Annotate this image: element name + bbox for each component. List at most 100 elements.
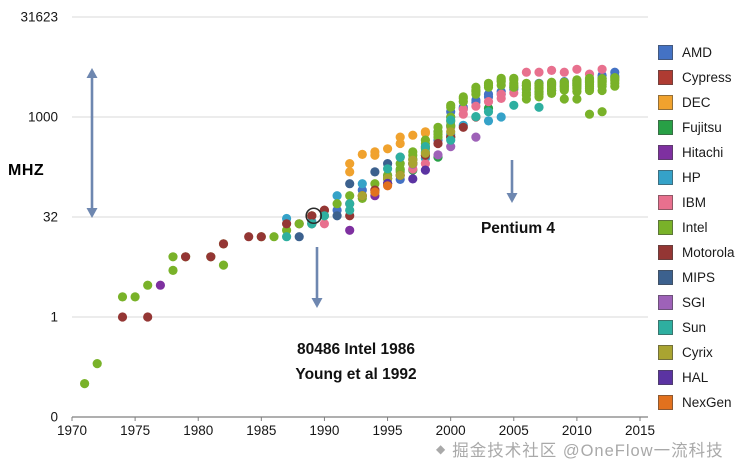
data-point — [345, 205, 355, 215]
data-point — [155, 280, 165, 290]
data-point — [584, 73, 595, 83]
data-point — [420, 127, 430, 137]
data-point — [143, 312, 153, 322]
data-point — [559, 67, 569, 77]
data-point — [206, 252, 216, 262]
data-point — [282, 232, 292, 242]
x-tick-label: 1995 — [373, 423, 403, 438]
legend-swatch — [658, 369, 673, 385]
i486-down-arrow — [311, 247, 323, 308]
legend-label: NexGen — [682, 394, 732, 410]
legend-label: Cypress — [682, 69, 732, 85]
annotation-80486-line2: Young et al 1992 — [295, 366, 417, 383]
y-tick-label: 1000 — [28, 109, 58, 124]
data-point — [471, 101, 481, 111]
x-tick-label: 2005 — [499, 423, 529, 438]
data-point — [218, 239, 229, 249]
data-point — [446, 115, 456, 125]
data-point — [458, 122, 468, 132]
data-point — [168, 265, 178, 275]
data-point — [357, 191, 367, 201]
data-point — [370, 187, 380, 197]
legend-swatch — [658, 144, 673, 160]
x-tick-label: 1975 — [120, 423, 150, 438]
data-point — [458, 92, 468, 102]
legend-item-amd: AMD — [658, 44, 735, 60]
legend-label: AMD — [682, 44, 712, 60]
data-point — [496, 73, 506, 83]
annotation-80486-line1: 80486 Intel 1986 — [296, 341, 416, 358]
data-point — [332, 199, 342, 209]
data-point — [483, 89, 494, 99]
data-point — [345, 199, 355, 209]
data-point — [143, 280, 153, 290]
legend-item-cyrix: Cyrix — [658, 344, 735, 360]
data-point — [357, 179, 367, 189]
legend-swatch — [658, 169, 673, 185]
legend-swatch — [658, 219, 673, 235]
data-point — [319, 219, 329, 229]
data-point — [408, 155, 418, 165]
legend-swatch — [658, 244, 673, 260]
data-points — [80, 64, 620, 389]
legend-label: Sun — [682, 319, 707, 335]
data-point — [534, 102, 544, 112]
data-point — [92, 359, 102, 369]
data-point — [294, 232, 304, 242]
data-point — [597, 74, 607, 84]
data-point — [420, 135, 430, 145]
legend-item-ibm: IBM — [658, 194, 735, 210]
x-tick-label: 1970 — [57, 423, 87, 438]
x-tick-label: 1980 — [183, 423, 213, 438]
legend-label: MIPS — [682, 269, 716, 285]
data-point — [521, 78, 532, 88]
y-tick-label: 0 — [50, 410, 58, 425]
y-tick-label: 31623 — [20, 10, 58, 25]
data-point — [294, 219, 304, 229]
data-point — [420, 148, 430, 158]
data-point — [509, 73, 519, 83]
data-point — [408, 174, 418, 184]
data-point — [521, 67, 532, 77]
data-point — [597, 64, 607, 74]
legend: AMD Cypress DEC Fujitsu Hitachi HP IBM Intel Mot… — [658, 44, 735, 410]
watermark: ◆ 掘金技术社区 @OneFlow一流科技 — [436, 437, 724, 461]
data-point — [383, 144, 393, 154]
data-point — [509, 100, 519, 110]
data-point — [383, 181, 393, 191]
data-point — [597, 107, 607, 117]
data-point — [395, 132, 405, 142]
y-axis-title: MHZ — [8, 162, 45, 179]
data-point — [610, 73, 620, 83]
legend-swatch — [658, 294, 673, 310]
annotation-80486: 80486 Intel 1986 Young et al 1992 — [270, 337, 442, 387]
data-point — [572, 75, 582, 85]
data-point — [269, 232, 279, 242]
annotation-pentium4: Pentium 4 — [480, 220, 556, 237]
data-point — [370, 179, 380, 189]
legend-swatch — [658, 269, 673, 285]
data-point — [433, 138, 443, 149]
data-point — [319, 211, 329, 221]
legend-item-intel: Intel — [658, 219, 735, 235]
data-point — [547, 77, 557, 87]
data-point — [420, 165, 430, 175]
legend-swatch — [658, 69, 673, 85]
legend-item-mips: MIPS — [658, 269, 735, 285]
data-point — [332, 211, 342, 221]
data-point — [446, 135, 456, 145]
data-point — [420, 142, 430, 152]
data-point — [130, 292, 140, 302]
legend-item-sun: Sun — [658, 319, 735, 335]
data-point — [483, 107, 494, 117]
data-point — [584, 109, 595, 119]
data-point — [332, 191, 342, 201]
legend-swatch — [658, 194, 673, 210]
legend-item-hitachi: Hitachi — [658, 144, 735, 160]
x-tick-label: 2000 — [436, 423, 466, 438]
series-sgi — [408, 132, 481, 169]
series-dec — [345, 127, 430, 177]
x-tick-label: 2015 — [625, 423, 655, 438]
legend-item-nexgen: NexGen — [658, 394, 735, 410]
legend-item-hp: HP — [658, 169, 735, 185]
